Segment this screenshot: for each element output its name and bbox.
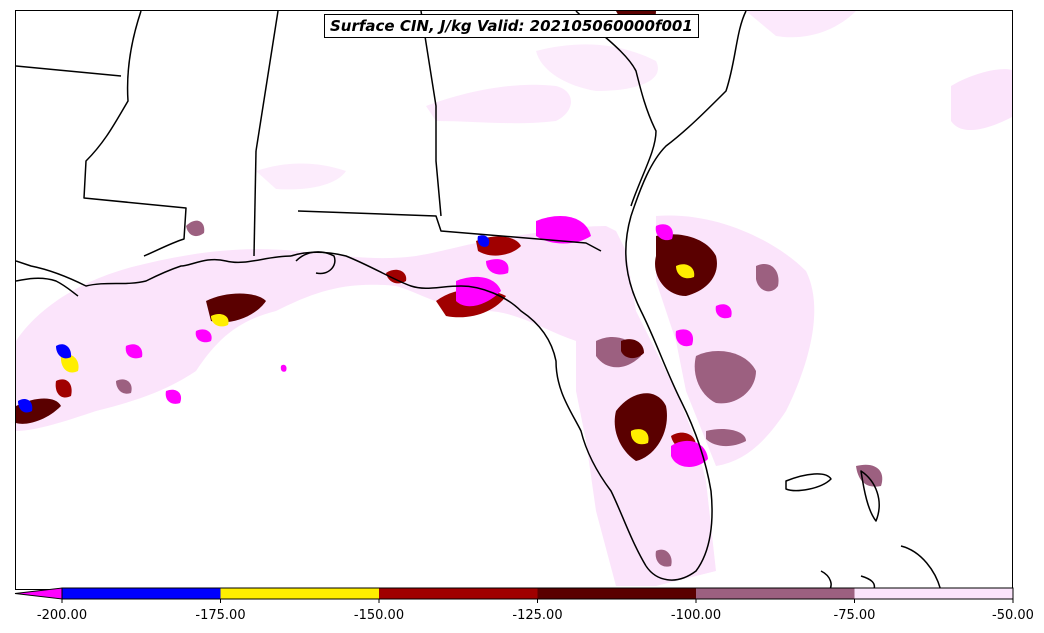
island-bahamas-5 (860, 575, 876, 589)
colorbar-tick-label: -150.00 (353, 608, 405, 623)
florida-west-coast (290, 251, 647, 567)
atlantic-coast-north (630, 11, 747, 217)
ms-al-state-border (255, 11, 279, 152)
gulf-coast-west (16, 255, 292, 287)
colorbar-tick-label: -200.00 (36, 608, 88, 623)
ms-al-border (16, 65, 122, 77)
ms-al-south-line (253, 150, 257, 257)
colorbar-tick-label: -125.00 (512, 608, 563, 623)
coastlines-and-borders (16, 11, 942, 589)
florida-east-coast (625, 215, 713, 581)
island-bahamas-2 (860, 470, 880, 522)
al-fl-border (297, 210, 602, 252)
cin-field-blue (18, 235, 490, 413)
ms-river-border (83, 11, 187, 257)
map-panel (15, 10, 1013, 590)
island-bahamas-1 (785, 473, 832, 492)
louisiana-coast (16, 277, 79, 297)
cin-field-light-pink (16, 11, 1012, 586)
cin-field-magenta (125, 216, 732, 467)
island-bahamas-3 (900, 545, 942, 589)
map-title: Surface CIN, J/kg Valid: 202105060000f00… (324, 14, 699, 38)
island-bahamas-4 (820, 570, 832, 589)
al-ga-border (420, 11, 442, 217)
map-canvas (16, 11, 1012, 589)
colorbar-tick-label: -50.00 (992, 608, 1034, 623)
mobile-bay (295, 251, 336, 275)
colorbar-tick-label: -100.00 (670, 608, 722, 623)
ga-sc-border (575, 11, 657, 207)
colorbar-tick-label: -75.00 (833, 608, 876, 623)
colorbar-tick-label: -175.00 (195, 608, 246, 623)
